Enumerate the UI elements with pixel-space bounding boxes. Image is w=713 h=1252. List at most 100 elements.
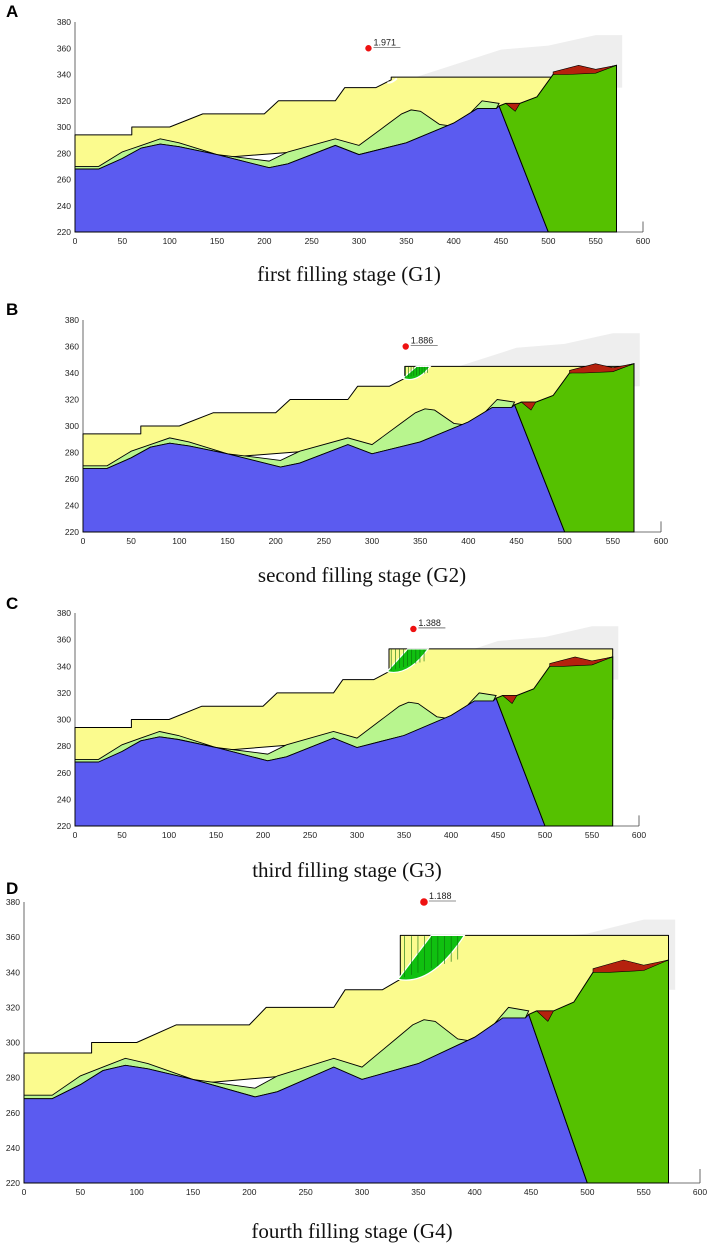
backfill-layer: [23, 934, 669, 1100]
x-tick-label: 550: [589, 236, 603, 246]
x-tick-label: 200: [257, 236, 271, 246]
x-tick-label: 400: [447, 236, 461, 246]
panel-caption: fourth filling stage (G4): [251, 1219, 452, 1243]
panel-caption: second filling stage (G2): [258, 563, 466, 587]
x-tick-label: 500: [541, 236, 555, 246]
panel-letter: C: [6, 594, 18, 613]
y-tick-label: 320: [65, 395, 79, 405]
y-tick-label: 380: [57, 17, 71, 27]
x-tick-label: 500: [558, 536, 572, 546]
y-tick-label: 300: [57, 715, 71, 725]
x-tick-label: 500: [538, 830, 552, 840]
x-tick-label: 100: [163, 236, 177, 246]
thin-layer-crest: [592, 959, 669, 973]
y-tick-label: 220: [65, 527, 79, 537]
y-tick-label: 380: [65, 315, 79, 325]
x-tick-label: 0: [73, 830, 78, 840]
y-tick-label: 380: [57, 608, 71, 618]
critical-slip-surface: [387, 77, 398, 84]
x-tick-label: 550: [606, 536, 620, 546]
fos-marker: [410, 625, 417, 633]
x-tick-label: 150: [220, 536, 234, 546]
x-tick-label: 600: [693, 1187, 707, 1197]
fos-marker: [365, 45, 372, 52]
fos-value: 1.188: [429, 891, 452, 901]
x-tick-label: 350: [399, 236, 413, 246]
y-tick-label: 340: [57, 70, 71, 80]
x-tick-label: 550: [637, 1187, 651, 1197]
fos-marker: [420, 898, 428, 906]
y-tick-label: 260: [57, 175, 71, 185]
x-tick-label: 100: [162, 830, 176, 840]
x-tick-label: 250: [317, 536, 331, 546]
fos-value: 1.886: [411, 336, 434, 346]
x-tick-label: 50: [76, 1187, 86, 1197]
y-tick-label: 320: [6, 1002, 20, 1012]
x-tick-label: 50: [118, 236, 128, 246]
y-tick-label: 300: [57, 122, 71, 132]
y-tick-label: 360: [65, 342, 79, 352]
panel-d: 1.188 0 50 100 150 200 250 300 350 400 450 500 550 60…: [6, 879, 708, 1243]
x-tick-label: 300: [350, 830, 364, 840]
y-tick-label: 220: [57, 821, 71, 831]
x-tick-label: 150: [210, 236, 224, 246]
y-tick-label: 300: [65, 421, 79, 431]
x-tick-label: 550: [585, 830, 599, 840]
panel-a: 1.971 0 50 100 150 200 250 300 350 400 450 500 550 60…: [6, 2, 650, 286]
y-tick-label: 320: [57, 96, 71, 106]
x-tick-label: 150: [209, 830, 223, 840]
x-tick-label: 150: [186, 1187, 200, 1197]
y-tick-label: 260: [6, 1108, 20, 1118]
x-tick-label: 450: [509, 536, 523, 546]
x-tick-label: 50: [117, 830, 127, 840]
y-tick-label: 320: [57, 688, 71, 698]
x-tick-label: 500: [580, 1187, 594, 1197]
x-tick-label: 600: [632, 830, 646, 840]
x-tick-label: 400: [444, 830, 458, 840]
panel-b: 1.886 0 50 100 150 200 250 300 350 400 450 500 550 60…: [6, 300, 668, 587]
x-tick-label: 250: [305, 236, 319, 246]
y-tick-label: 300: [6, 1038, 20, 1048]
x-tick-label: 200: [269, 536, 283, 546]
thin-layer-toe: [504, 103, 521, 112]
y-tick-label: 360: [6, 932, 20, 942]
x-tick-label: 350: [411, 1187, 425, 1197]
x-tick-label: 50: [126, 536, 136, 546]
y-tick-label: 260: [57, 768, 71, 778]
thin-layer-crest: [569, 363, 635, 374]
x-tick-label: 200: [256, 830, 270, 840]
backfill-layer: [74, 76, 617, 170]
y-tick-label: 360: [57, 635, 71, 645]
y-tick-label: 340: [6, 967, 20, 977]
x-tick-label: 300: [355, 1187, 369, 1197]
x-tick-label: 300: [365, 536, 379, 546]
fos-value: 1.971: [373, 37, 396, 47]
y-tick-label: 280: [6, 1073, 20, 1083]
y-tick-label: 220: [6, 1178, 20, 1188]
y-tick-label: 240: [6, 1143, 20, 1153]
x-tick-label: 600: [636, 236, 650, 246]
x-tick-label: 0: [22, 1187, 27, 1197]
y-tick-label: 280: [65, 448, 79, 458]
y-tick-label: 260: [65, 474, 79, 484]
x-tick-label: 0: [73, 236, 78, 246]
thin-layer-toe: [520, 401, 537, 411]
x-tick-label: 100: [130, 1187, 144, 1197]
y-tick-label: 240: [65, 501, 79, 511]
y-tick-label: 240: [57, 201, 71, 211]
x-tick-label: 250: [299, 1187, 313, 1197]
backfill-layer: [74, 648, 614, 763]
x-tick-label: 450: [494, 236, 508, 246]
x-tick-label: 400: [461, 536, 475, 546]
x-tick-label: 600: [654, 536, 668, 546]
panel-letter: A: [6, 2, 18, 21]
fos-marker: [402, 343, 409, 350]
thin-layer-toe: [535, 1010, 554, 1022]
y-tick-label: 240: [57, 794, 71, 804]
y-tick-label: 380: [6, 897, 20, 907]
x-tick-label: 450: [491, 830, 505, 840]
x-tick-label: 0: [81, 536, 86, 546]
panel-caption: third filling stage (G3): [252, 858, 442, 882]
x-tick-label: 400: [468, 1187, 482, 1197]
